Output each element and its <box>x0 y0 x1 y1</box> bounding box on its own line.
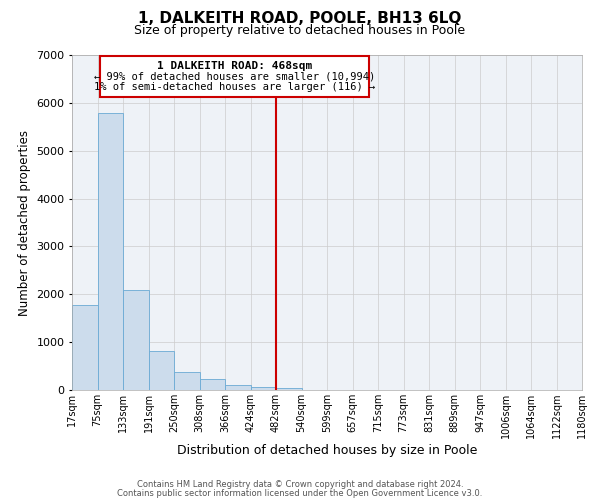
Bar <box>123 290 149 390</box>
Y-axis label: Number of detached properties: Number of detached properties <box>17 130 31 316</box>
Bar <box>149 351 174 390</box>
Bar <box>97 114 123 390</box>
Text: 1% of semi-detached houses are larger (116) →: 1% of semi-detached houses are larger (1… <box>94 82 375 92</box>
Text: 1, DALKEITH ROAD, POOLE, BH13 6LQ: 1, DALKEITH ROAD, POOLE, BH13 6LQ <box>139 11 461 26</box>
Text: Contains HM Land Registry data © Crown copyright and database right 2024.: Contains HM Land Registry data © Crown c… <box>137 480 463 489</box>
Bar <box>199 379 225 390</box>
FancyBboxPatch shape <box>100 56 369 97</box>
Bar <box>276 388 302 390</box>
Bar <box>72 305 97 390</box>
X-axis label: Distribution of detached houses by size in Poole: Distribution of detached houses by size … <box>177 444 477 457</box>
Text: Contains public sector information licensed under the Open Government Licence v3: Contains public sector information licen… <box>118 488 482 498</box>
Text: Size of property relative to detached houses in Poole: Size of property relative to detached ho… <box>134 24 466 37</box>
Bar <box>251 387 276 390</box>
Bar <box>225 385 251 390</box>
Bar <box>174 372 199 390</box>
Text: 1 DALKEITH ROAD: 468sqm: 1 DALKEITH ROAD: 468sqm <box>157 61 312 71</box>
Text: ← 99% of detached houses are smaller (10,994): ← 99% of detached houses are smaller (10… <box>94 72 375 82</box>
